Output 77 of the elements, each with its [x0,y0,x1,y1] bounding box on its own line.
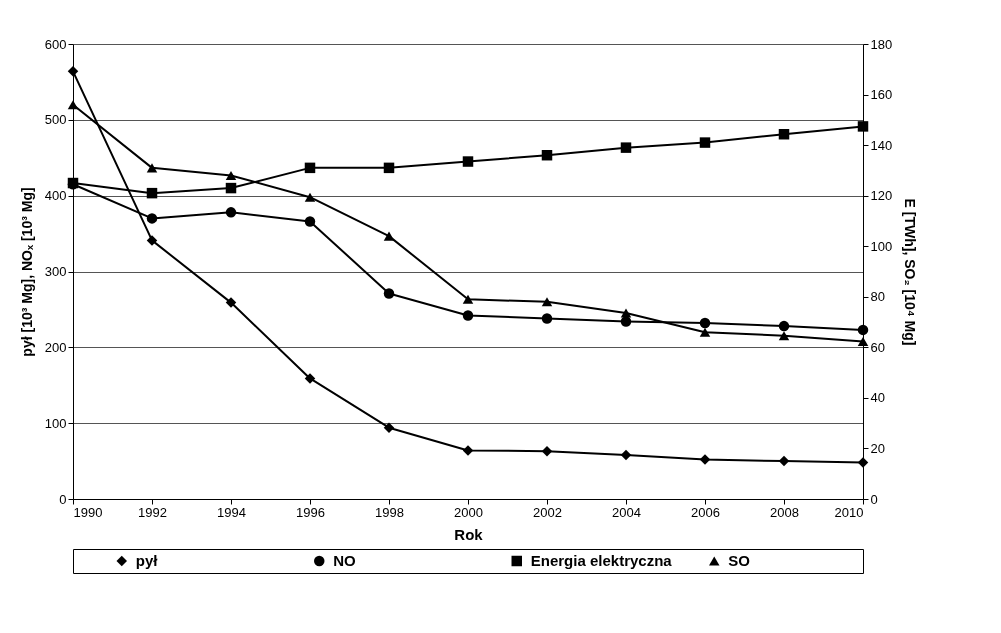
legend-label: Energia elektryczna [530,552,673,569]
y2-tick-label: 140 [870,137,893,153]
point [620,142,632,153]
point [304,216,316,227]
legend-label: NO [333,552,357,569]
point [383,288,395,299]
x-tick-label: 1994 [217,504,246,520]
point [304,162,316,174]
point [146,163,158,173]
y2-tick-label: 100 [870,238,893,254]
x-tick-label: 1998 [375,504,404,520]
point [462,445,474,456]
point [541,149,553,161]
point [778,455,790,467]
x-tick-label: 1990 [73,504,103,520]
point [462,156,474,167]
y2-tick-label: 60 [870,339,885,355]
point [146,235,158,246]
x-tick-label: 2008 [770,504,799,520]
y2-tick-label: 120 [870,188,893,204]
point [778,129,790,140]
y-tick-label: 0 [59,491,67,507]
point [146,187,158,199]
point [383,162,395,174]
point [383,422,395,433]
point [383,231,395,241]
point [620,449,632,461]
point [462,310,474,321]
point [225,297,237,308]
point [778,320,790,332]
y-tick-label: 100 [44,415,67,431]
point [225,170,237,180]
x-tick-label: 2004 [612,504,641,520]
point [225,207,237,218]
y2-tick-label: 180 [870,36,893,52]
point [146,213,158,224]
legend-label: pył [135,552,159,569]
y2-axis-title: E [TWh], SO₂ [10⁴ Mg] [902,198,919,346]
y-axis-title: pył [10³ Mg], NOₓ [10³ Mg] [18,187,35,357]
y2-tick-label: 80 [870,289,885,305]
point [699,137,711,148]
y-tick-label: 200 [44,339,67,355]
y2-tick-label: 0 [870,491,878,507]
point [620,316,632,327]
x-tick-label: 1992 [138,504,167,520]
point [67,100,79,110]
point [304,192,316,202]
point [541,313,553,324]
y-tick-label: 500 [44,112,67,128]
point [304,373,316,384]
x-axis-title: Rok [454,525,484,543]
x-tick-label: 2002 [533,504,562,520]
legend-label: SO [728,552,751,569]
y2-tick-label: 20 [870,440,885,456]
y-tick-label: 600 [44,36,67,52]
point [857,324,869,336]
x-tick-label: 2010 [834,504,864,520]
y2-tick-label: 40 [870,390,885,406]
point [67,66,79,77]
point [857,121,869,132]
point [541,297,553,307]
point [541,445,553,457]
x-tick-label: 1996 [296,504,325,520]
x-tick-label: 2006 [691,504,720,520]
point [699,454,711,465]
point [857,336,869,347]
point [462,294,474,304]
point [857,457,869,468]
point [778,331,790,341]
point [225,182,237,194]
y-tick-label: 300 [44,264,67,279]
point [620,308,632,318]
point [699,317,711,329]
x-tick-label: 2000 [454,504,483,520]
y-tick-label: 400 [44,188,67,204]
y2-tick-label: 160 [870,87,893,103]
point [699,327,711,337]
